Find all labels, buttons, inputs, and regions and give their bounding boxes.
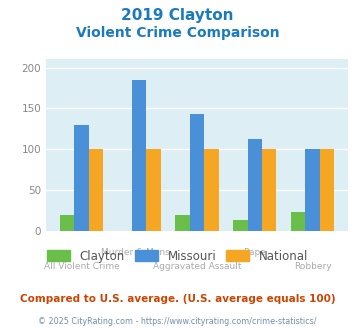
Bar [175,214,190,231]
Bar [262,149,277,231]
Bar [147,149,161,231]
Bar [60,214,74,231]
Text: 2019 Clayton: 2019 Clayton [121,8,234,23]
Text: Aggravated Assault: Aggravated Assault [153,262,241,271]
Bar [320,149,334,231]
Bar [74,125,89,231]
Bar [233,219,247,231]
Text: Violent Crime Comparison: Violent Crime Comparison [76,26,279,40]
Text: Rape: Rape [243,248,266,257]
Bar [204,149,219,231]
Text: Compared to U.S. average. (U.S. average equals 100): Compared to U.S. average. (U.S. average … [20,294,335,304]
Bar [291,212,305,231]
Text: Robbery: Robbery [294,262,331,271]
Bar [247,139,262,231]
Bar [132,80,147,231]
Text: © 2025 CityRating.com - https://www.cityrating.com/crime-statistics/: © 2025 CityRating.com - https://www.city… [38,317,317,326]
Bar [190,114,204,231]
Bar [89,149,103,231]
Text: Murder & Mans...: Murder & Mans... [100,248,178,257]
Bar [305,149,320,231]
Text: All Violent Crime: All Violent Crime [44,262,119,271]
Legend: Clayton, Missouri, National: Clayton, Missouri, National [43,246,312,266]
